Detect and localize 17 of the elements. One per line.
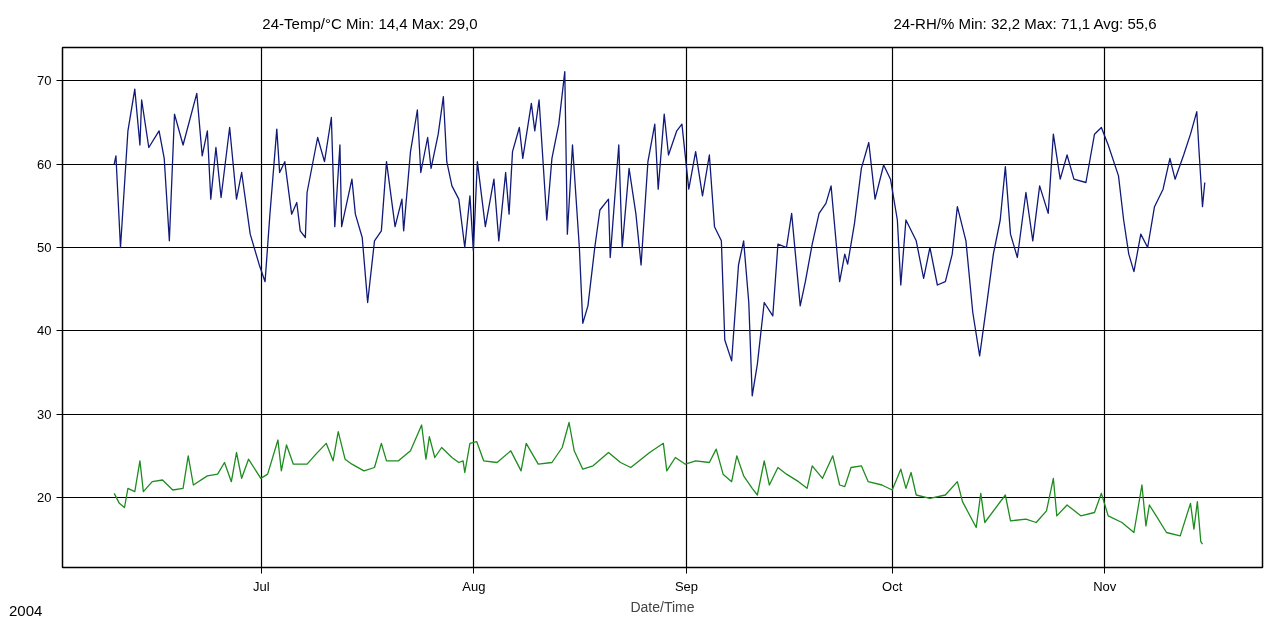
text: 24-Temp/°C Min: 14,4 Max: 29,0 (262, 14, 478, 34)
x-tick-label: Sep (674, 578, 699, 594)
x-axis-title: Date/Time (630, 598, 695, 615)
y-tick-label: 50 (37, 240, 52, 255)
line-series (113, 421, 1204, 545)
y-tick-label: 20 (37, 490, 52, 505)
x-tick-label: Jul (253, 578, 270, 594)
x-tick-label: Nov (1093, 578, 1117, 594)
y-tick-label: 40 (37, 323, 52, 339)
y-tick-label: 30 (37, 406, 52, 422)
x-tick-label: Oct (882, 578, 903, 594)
y-tick-label: 70 (37, 73, 52, 89)
x-tick-label: Aug (462, 578, 486, 594)
line-series (113, 71, 1206, 397)
y-tick-label: 60 (37, 156, 52, 172)
text: 2004 (9, 601, 43, 621)
text: 24-RH/% Min: 32,2 Max: 71,1 Avg: 55,6 (893, 14, 1157, 34)
